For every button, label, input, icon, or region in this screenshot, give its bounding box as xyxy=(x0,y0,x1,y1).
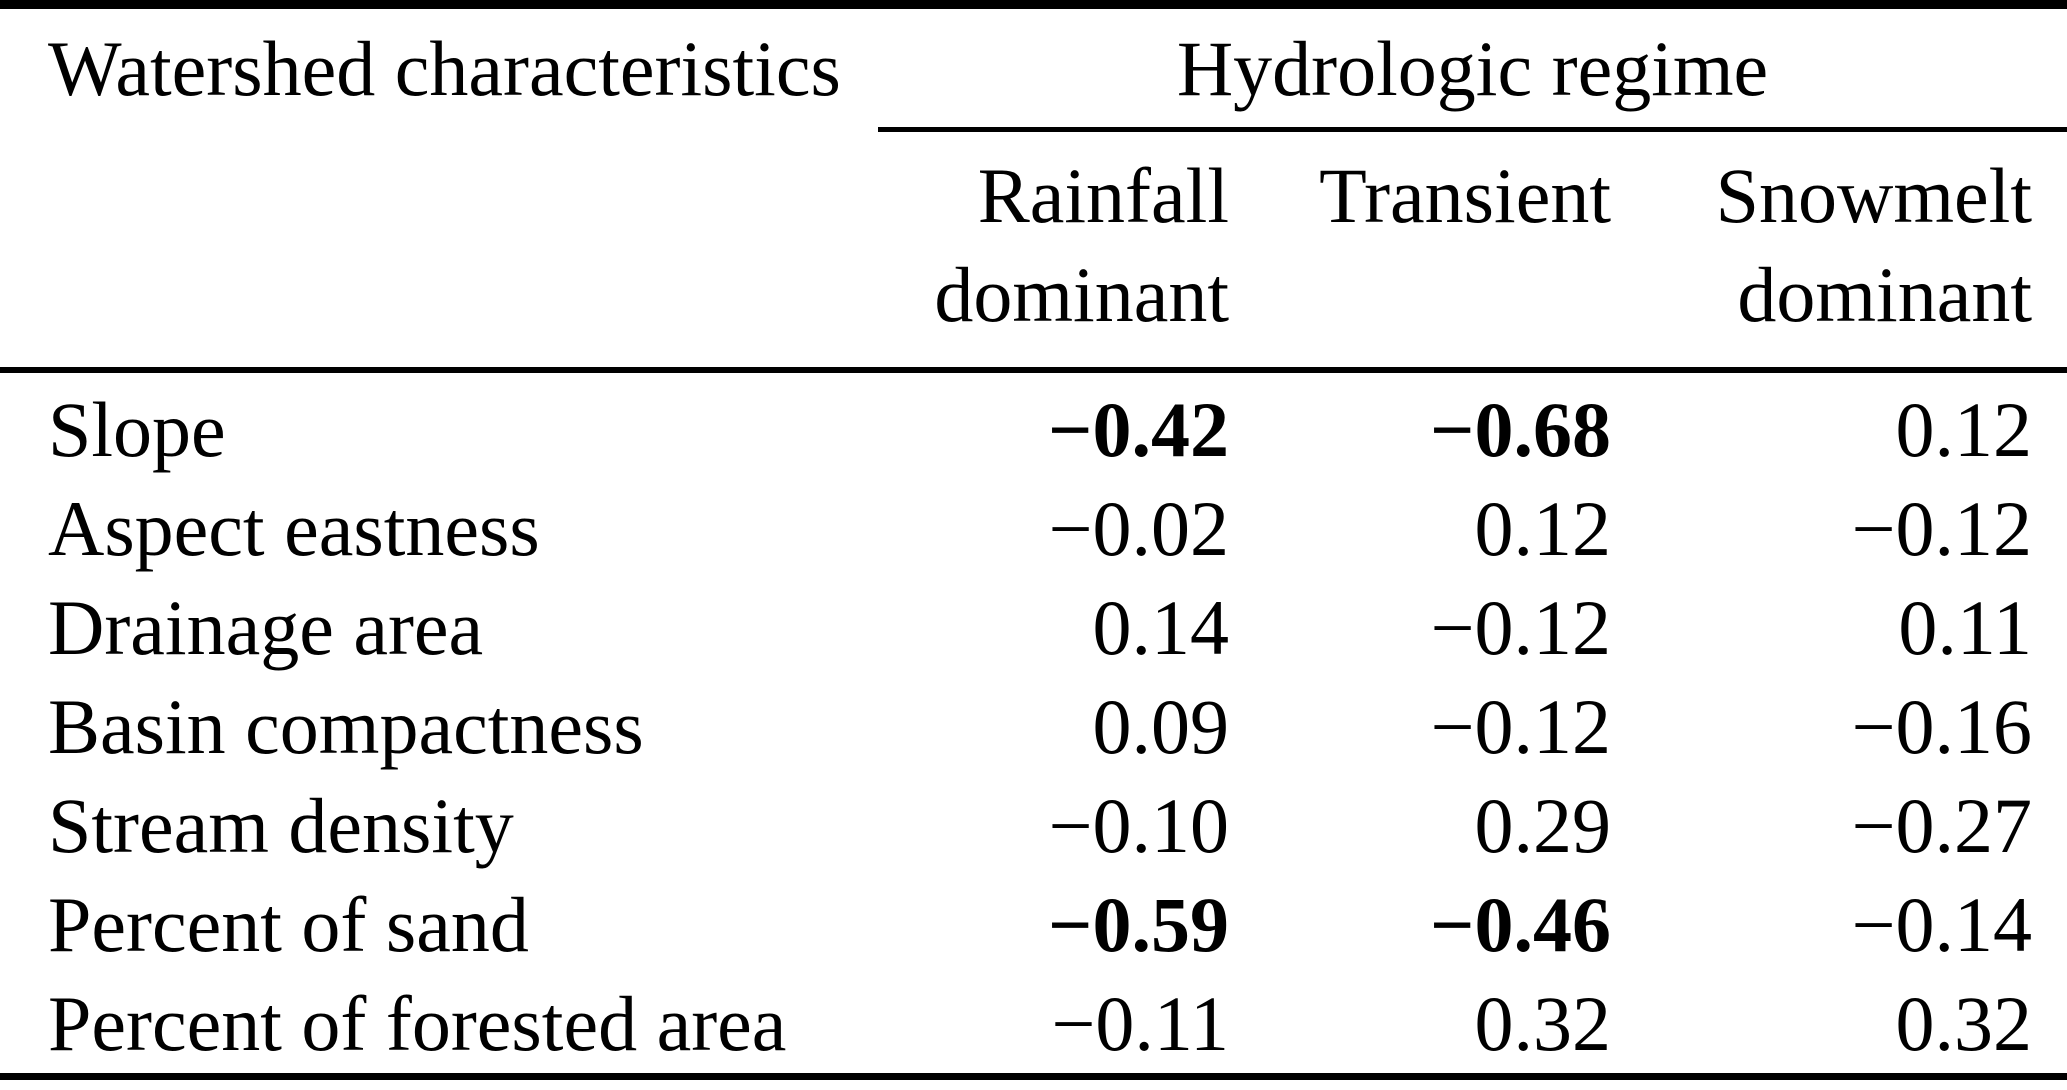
column-header-row: Rainfall dominant Transient Snowmelt dom… xyxy=(0,129,2067,373)
table-row-stream-density: Stream density −0.10 0.29 −0.27 xyxy=(0,776,2067,875)
empty-header-cell xyxy=(0,129,878,373)
value-cell: 0.32 xyxy=(1895,979,2033,1067)
row-label: Basin compactness xyxy=(48,682,644,770)
value-cell: −0.11 xyxy=(1051,979,1229,1067)
col-header-snowmelt-dominant: Snowmelt dominant xyxy=(1611,129,2067,373)
value-cell: −0.14 xyxy=(1851,880,2033,968)
col-header-line: dominant xyxy=(1737,251,2032,338)
value-cell: −0.10 xyxy=(1048,781,1230,869)
table-row-basin-compactness: Basin compactness 0.09 −0.12 −0.16 xyxy=(0,677,2067,776)
value-cell: −0.16 xyxy=(1851,682,2033,770)
row-label: Aspect eastness xyxy=(48,484,540,572)
table-row-aspect-eastness: Aspect eastness −0.02 0.12 −0.12 xyxy=(0,479,2067,578)
row-label: Percent of forested area xyxy=(48,979,787,1067)
spanner-header-hydrologic-regime: Hydrologic regime xyxy=(878,4,2067,132)
value-cell: −0.59 xyxy=(1048,880,1229,968)
value-cell: −0.12 xyxy=(1430,682,1612,770)
value-cell: 0.14 xyxy=(1092,583,1230,671)
row-label: Stream density xyxy=(48,781,514,869)
value-cell: −0.12 xyxy=(1430,583,1612,671)
row-label: Drainage area xyxy=(48,583,484,671)
spanner-header-row: Watershed characteristics Hydrologic reg… xyxy=(0,4,2067,132)
table-row-slope: Slope −0.42 −0.68 0.12 xyxy=(0,370,2067,479)
value-cell: −0.02 xyxy=(1048,484,1230,572)
col-header-line: dominant xyxy=(934,251,1229,338)
row-label: Slope xyxy=(48,385,226,473)
value-cell: 0.32 xyxy=(1474,979,1612,1067)
col-header-rainfall-dominant: Rainfall dominant xyxy=(878,129,1229,373)
row-label: Percent of sand xyxy=(48,880,529,968)
value-cell: 0.29 xyxy=(1474,781,1612,869)
value-cell: −0.42 xyxy=(1048,385,1229,473)
value-cell: 0.12 xyxy=(1474,484,1612,572)
value-cell: 0.12 xyxy=(1895,385,2033,473)
value-cell: −0.12 xyxy=(1851,484,2033,572)
value-cell: −0.68 xyxy=(1430,385,1611,473)
table-row-percent-of-sand: Percent of sand −0.59 −0.46 −0.14 xyxy=(0,875,2067,974)
col-header-line: Snowmelt xyxy=(1715,152,2032,239)
value-cell: −0.46 xyxy=(1430,880,1611,968)
corner-header-watershed-characteristics: Watershed characteristics xyxy=(48,25,841,112)
value-cell: 0.09 xyxy=(1092,682,1230,770)
col-header-line: Transient xyxy=(1319,152,1611,239)
value-cell: −0.27 xyxy=(1851,781,2033,869)
table-row-drainage-area: Drainage area 0.14 −0.12 0.11 xyxy=(0,578,2067,677)
col-header-transient: Transient xyxy=(1229,129,1611,373)
col-header-line: Rainfall xyxy=(977,152,1229,239)
value-cell: 0.11 xyxy=(1898,583,2032,671)
table-row-percent-of-forested-area: Percent of forested area −0.11 0.32 0.32 xyxy=(0,974,2067,1077)
